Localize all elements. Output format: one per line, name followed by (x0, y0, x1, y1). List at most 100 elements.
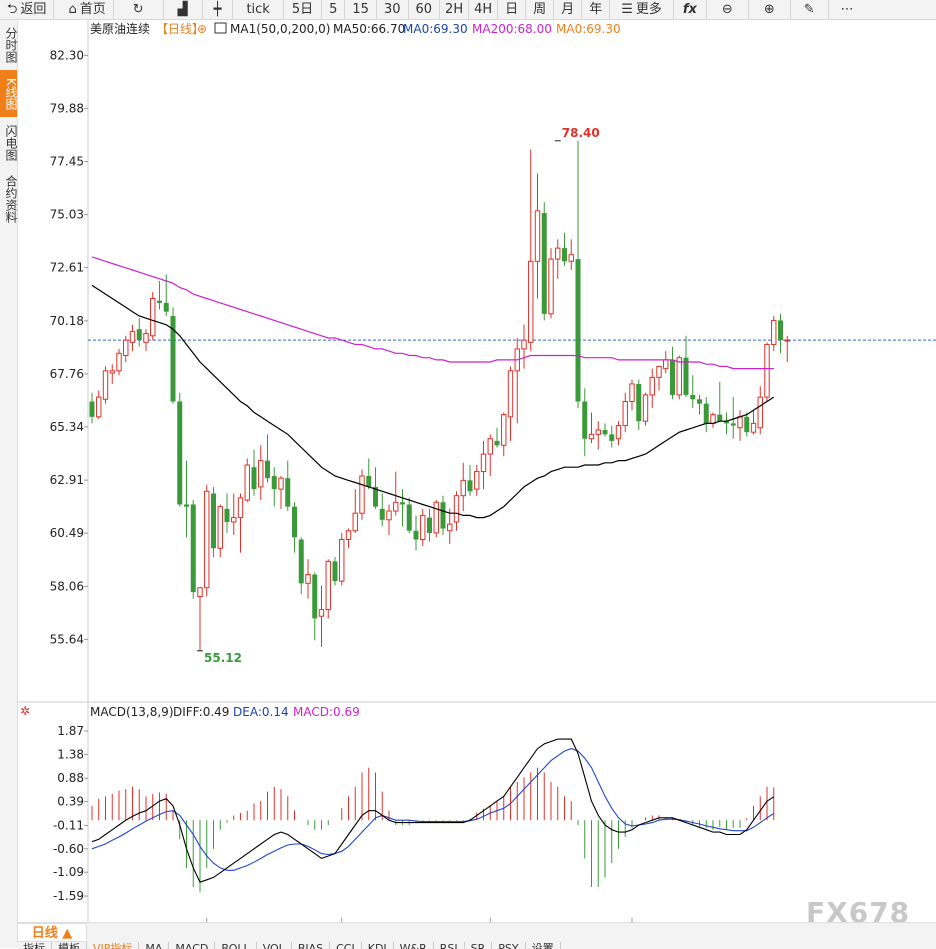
candle-body (244, 464, 250, 501)
candle-body (710, 414, 716, 424)
period-day-label: 日 (505, 2, 519, 17)
bar-chart-button[interactable]: ▟ (162, 0, 202, 19)
tab-indicator[interactable]: 指标 (17, 942, 52, 949)
candle-body (258, 460, 264, 488)
macd-y-axis: 1.87 1.38 0.88 0.39 -0.11 -0.60 -1.09 -1.59 (53, 724, 88, 903)
candle-body (298, 539, 304, 584)
candle-body (582, 401, 588, 439)
macd-tick-label: 0.88 (57, 771, 84, 785)
candle-body (325, 560, 331, 611)
period-week-label: 周 (533, 2, 547, 17)
macd-tick-label: 1.38 (57, 747, 84, 761)
home-button[interactable]: ⌂ 首页 (53, 0, 112, 19)
legend-ma1: MA1(50,0,200,0) (230, 22, 330, 36)
period-5-button[interactable]: 5 (321, 0, 344, 19)
zoom-out-button[interactable]: ⊖ (705, 0, 748, 19)
period-year-button[interactable]: 年 (581, 0, 609, 19)
candle-body (237, 497, 244, 519)
tab-boll[interactable]: BOLL (215, 942, 257, 949)
tick-button[interactable]: tick (232, 0, 282, 19)
candle-body (217, 506, 223, 549)
moving-average-lines (91, 256, 775, 519)
period-month-button[interactable]: 月 (553, 0, 581, 19)
tab-macd[interactable]: MACD (169, 942, 216, 949)
period-30-button[interactable]: 30 (375, 0, 408, 19)
candle-body (494, 440, 500, 446)
candle-body (96, 396, 102, 418)
period-4h-button[interactable]: 4H (468, 0, 497, 19)
sidebar-item-kline[interactable]: K线图 (0, 70, 18, 117)
period-select-button[interactable]: 日线 ▲ (17, 923, 87, 942)
tab-template[interactable]: 模板 (52, 942, 87, 949)
candle-body (352, 512, 358, 532)
back-button[interactable]: ⮌ 返回 (0, 0, 53, 19)
period-week-button[interactable]: 周 (525, 0, 553, 19)
tab-wr[interactable]: W&R (394, 942, 434, 949)
candle-body (460, 479, 466, 497)
settings-icon[interactable]: ⊕ (197, 22, 207, 36)
sidebar-item-timeshare[interactable]: 分时图 (4, 27, 18, 63)
period-day-button[interactable]: 日 (497, 0, 525, 19)
indicator-tabs: 指标 模板 VIP指标 MA MACD BOLL VOL BIAS CCI KD… (17, 942, 561, 949)
candle-body (197, 587, 203, 597)
function-icon: fx (682, 2, 697, 17)
candle-body (724, 421, 729, 424)
period-60-button[interactable]: 60 (407, 0, 440, 19)
candle-body (386, 510, 392, 521)
sidebar-item-contract-info[interactable]: 合约资料 (4, 175, 18, 223)
macd-tick-label: -1.09 (53, 865, 84, 879)
macd-settings-icon[interactable]: ✲ (20, 704, 30, 718)
price-tick-label: 58.06 (50, 579, 84, 593)
tab-vip-indicator[interactable]: VIP指标 (87, 942, 140, 949)
period-2h-button[interactable]: 2H (439, 0, 468, 19)
tab-cci[interactable]: CCI (330, 942, 362, 949)
candle-body (622, 400, 628, 427)
tab-psy[interactable]: PSY (492, 942, 526, 949)
candle-body (656, 365, 662, 378)
tab-rsi[interactable]: RSI (434, 942, 465, 949)
tab-sr[interactable]: SR (465, 942, 493, 949)
candle-body (575, 259, 581, 402)
more-button[interactable]: ⋯ (827, 0, 866, 19)
period-2h-label: 2H (445, 2, 464, 17)
dea-line (91, 748, 775, 871)
ma50-line (91, 284, 775, 519)
draw-button[interactable]: ✎ (789, 0, 828, 19)
macd-tick-label: -0.60 (53, 842, 84, 856)
candle-body (339, 539, 345, 582)
price-tick-label: 70.18 (50, 314, 84, 328)
indicator-icon[interactable] (214, 22, 227, 34)
candle-body (474, 471, 480, 490)
period-15-label: 15 (352, 2, 369, 17)
candle-body (420, 514, 426, 541)
tab-bias[interactable]: BIAS (292, 942, 331, 949)
candle-body (150, 298, 156, 337)
bottom-bar: 日线 ▲ 指标 模板 VIP指标 MA MACD BOLL VOL BIAS C… (17, 922, 936, 949)
chart-grid (17, 20, 936, 922)
period-15-button[interactable]: 15 (344, 0, 376, 19)
candlestick-button[interactable]: ┿ (201, 0, 233, 19)
function-button[interactable]: fx (672, 0, 706, 19)
tab-vol[interactable]: VOL (257, 942, 292, 949)
candle-body (588, 433, 595, 440)
sidebar-item-flash[interactable]: 闪电图 (4, 125, 18, 161)
macd-legend-macd: MACD:0.69 (293, 705, 360, 719)
candle-body (305, 574, 311, 584)
candle-body (480, 453, 487, 473)
candle-body (534, 210, 541, 262)
price-tick-label: 55.64 (50, 632, 84, 646)
period-5d-button[interactable]: 5日 (282, 0, 321, 19)
tab-kdj[interactable]: KDJ (362, 942, 394, 949)
zoom-in-button[interactable]: ⊕ (747, 0, 790, 19)
candle-body (642, 394, 649, 422)
home-icon: ⌂ (68, 2, 77, 17)
more-periods-button[interactable]: ☰ 更多 (609, 0, 673, 19)
refresh-button[interactable]: ↻ (112, 0, 163, 19)
tab-ma[interactable]: MA (139, 942, 170, 949)
tab-settings[interactable]: 设置 (526, 942, 561, 949)
candle-body (771, 319, 777, 346)
macd-tick-label: -1.59 (53, 889, 84, 903)
top-toolbar: ⮌ 返回 ⌂ 首页 ↻ ▟ ┿ tick 5日 5 15 30 60 2H 4H 日… (0, 0, 936, 20)
candle-body (251, 467, 257, 490)
